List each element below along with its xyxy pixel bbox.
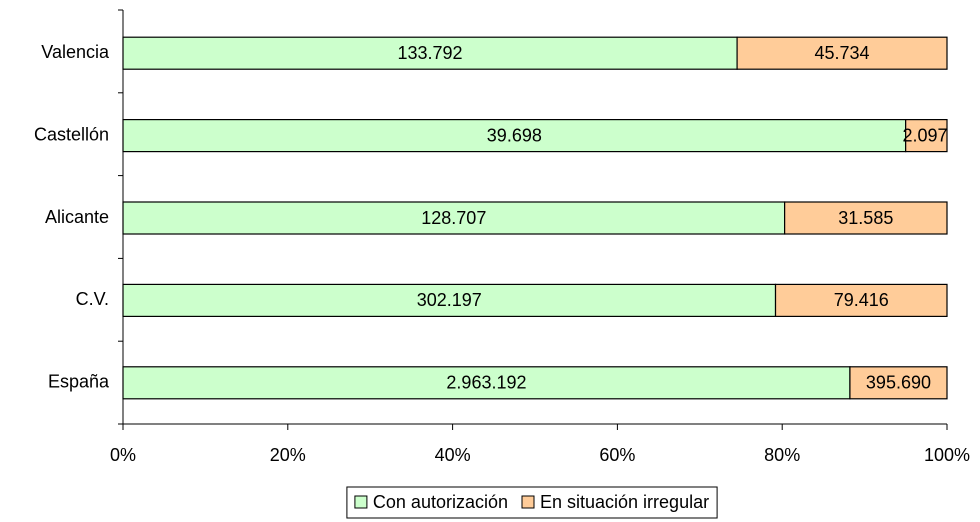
y-tick-label: España [48, 372, 110, 392]
y-tick-label: Valencia [41, 42, 110, 62]
data-label: 133.792 [398, 43, 463, 63]
legend-label: En situación irregular [540, 492, 709, 512]
bar-segment [784, 201, 948, 235]
bar-segment [122, 283, 777, 317]
x-tick-label: 100% [924, 445, 970, 465]
x-tick-label: 40% [435, 445, 471, 465]
data-label: 395.690 [866, 373, 931, 393]
x-tick-label: 20% [270, 445, 306, 465]
y-tick-label: C.V. [76, 289, 109, 309]
data-label: 302.197 [417, 290, 482, 310]
bar-segment [122, 118, 907, 153]
data-label: 2.097 [902, 125, 947, 145]
data-label: 128.707 [421, 208, 486, 228]
x-tick-label: 60% [599, 445, 635, 465]
x-tick-label: 0% [110, 445, 136, 465]
bar-segment [736, 36, 948, 70]
bar-segment [905, 118, 948, 153]
data-label: 79.416 [834, 290, 889, 310]
data-label: 39.698 [487, 125, 542, 145]
y-tick-label: Alicante [45, 207, 109, 227]
data-label: 2.963.192 [446, 373, 526, 393]
data-label: 45.734 [815, 43, 870, 63]
legend-label: Con autorización [373, 492, 508, 512]
y-tick-label: Castellón [34, 124, 109, 144]
legend-swatch [354, 495, 368, 509]
bar-segment [849, 366, 948, 400]
data-label: 31.585 [838, 208, 893, 228]
x-tick-label: 80% [764, 445, 800, 465]
bar-segment [774, 283, 948, 317]
legend-swatch [521, 495, 535, 509]
